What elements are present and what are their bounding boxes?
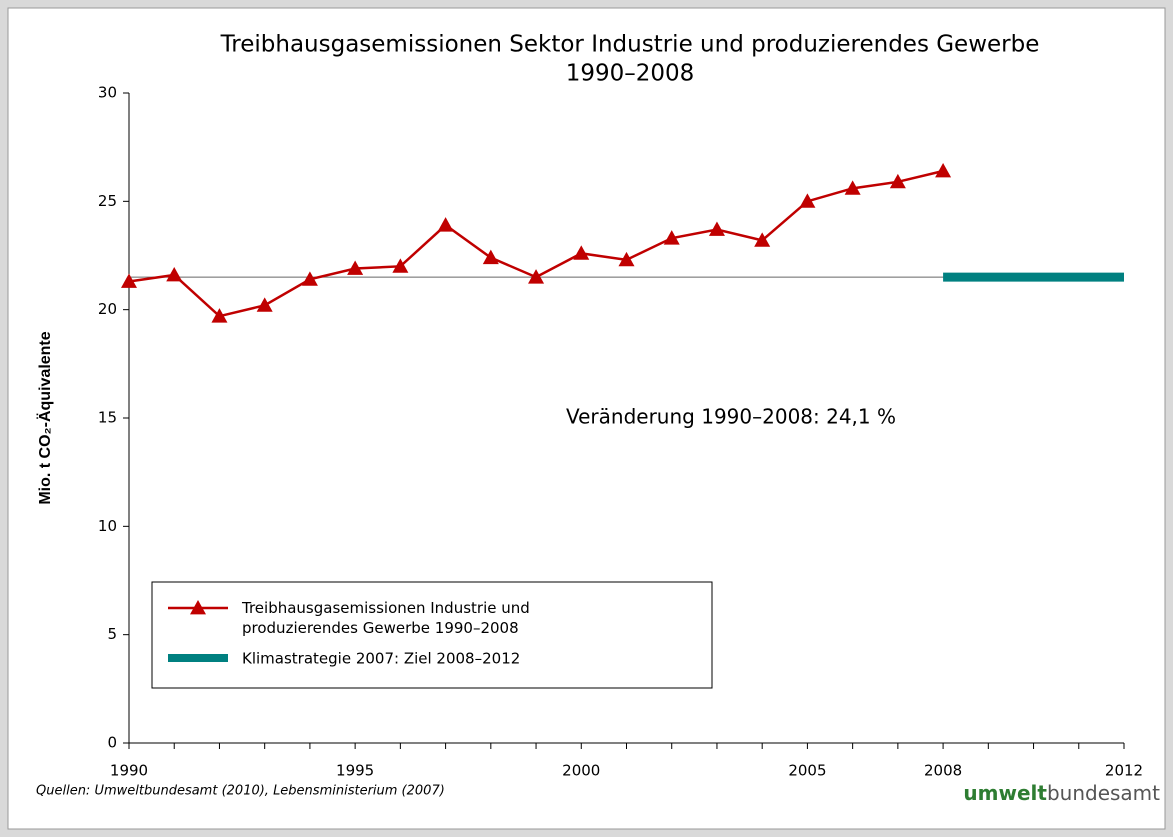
chart-title: Treibhausgasemissionen Sektor Industrie … (220, 32, 1040, 58)
y-tick-label: 10 (98, 517, 117, 535)
source: Quellen: Umweltbundesamt (2010), Lebensm… (36, 784, 445, 799)
y-tick-label: 5 (107, 625, 117, 643)
chart-title: 1990–2008 (566, 61, 695, 87)
marker (256, 297, 273, 312)
y-tick-label: 0 (107, 734, 117, 752)
x-tick-label: 1995 (336, 762, 374, 780)
x-tick-label: 2012 (1105, 762, 1143, 780)
x-tick-label: 1990 (110, 762, 148, 780)
marker (482, 249, 499, 265)
legend-label: Klimastrategie 2007: Ziel 2008–2012 (242, 650, 520, 668)
marker (437, 217, 454, 232)
marker (528, 269, 545, 284)
marker (618, 251, 635, 267)
legend-label-text: Treibhausgasemissionen Industrie und (241, 599, 530, 617)
marker (392, 258, 409, 273)
marker (347, 260, 364, 275)
y-axis-label: Mio. t CO₂-Äquivalente (36, 331, 54, 504)
marker (663, 230, 680, 245)
marker (708, 221, 725, 236)
y-tick-label: 30 (98, 84, 117, 102)
marker (121, 273, 137, 288)
marker (935, 163, 952, 178)
logo-part: umwelt (963, 781, 1047, 805)
marker (211, 308, 228, 323)
y-tick-label: 15 (98, 409, 117, 427)
x-tick-label: 2008 (924, 762, 962, 780)
marker (573, 245, 590, 260)
y-tick-label: 25 (98, 192, 117, 210)
marker (844, 180, 861, 195)
legend-box (151, 581, 713, 689)
y-tick-label: 20 (98, 300, 117, 318)
annotation: Veränderung 1990–2008: 24,1 % (566, 405, 896, 429)
logo: umweltbundesamt (963, 781, 1160, 805)
x-tick-label: 2000 (562, 762, 600, 780)
panel (7, 7, 1166, 830)
marker (889, 173, 906, 189)
marker (166, 267, 183, 282)
marker (301, 271, 318, 286)
marker (754, 232, 771, 247)
logo-part: bundesamt (1047, 781, 1160, 805)
x-tick-label: 2005 (788, 762, 826, 780)
legend-label-text: produzierendes Gewerbe 1990–2008 (242, 619, 519, 637)
legend-label: Treibhausgasemissionen Industrie und prod… (241, 599, 530, 637)
legend-marker (190, 600, 206, 615)
marker (799, 193, 816, 208)
